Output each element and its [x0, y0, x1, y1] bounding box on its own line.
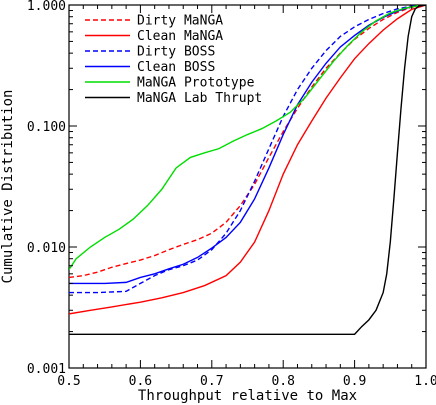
legend-label: Clean BOSS [137, 60, 215, 75]
y-tick-label: 1.000 [27, 0, 66, 14]
y-axis-label: Cumulative Distribution [0, 90, 16, 284]
legend-label: Dirty BOSS [137, 45, 215, 60]
series-line-0 [69, 5, 426, 279]
series-line-4 [69, 5, 426, 271]
x-axis-label: Throughput relative to Max [138, 388, 357, 404]
x-tick-label: 0.6 [129, 374, 152, 389]
series-line-1 [69, 5, 426, 315]
series-line-3 [69, 5, 426, 285]
x-tick-label: 0.9 [343, 374, 366, 389]
plot-frame [68, 4, 427, 369]
x-tick-label: 0.7 [200, 374, 223, 389]
legend-label: MaNGA Lab Thrupt [137, 91, 262, 106]
plot-area [68, 4, 427, 369]
y-tick-label: 0.001 [27, 362, 66, 377]
tick-layer [68, 4, 427, 369]
y-tick-label: 0.100 [27, 120, 66, 135]
legend-label: MaNGA Prototype [137, 76, 255, 91]
legend-label: Clean MaNGA [137, 29, 223, 44]
series-layer [69, 5, 426, 335]
series-line-5 [69, 5, 426, 335]
x-tick-label: 0.8 [271, 374, 294, 389]
series-line-2 [69, 5, 426, 294]
x-tick-label: 0.5 [57, 374, 80, 389]
x-tick-label: 1.0 [414, 374, 436, 389]
x-tick-labels: 0.5 0.6 0.7 0.8 0.9 1.0 [57, 374, 436, 389]
legend-label: Dirty MaNGA [137, 14, 223, 29]
y-tick-labels: 0.001 0.010 0.100 1.000 [27, 0, 66, 377]
y-tick-label: 0.010 [27, 241, 66, 256]
